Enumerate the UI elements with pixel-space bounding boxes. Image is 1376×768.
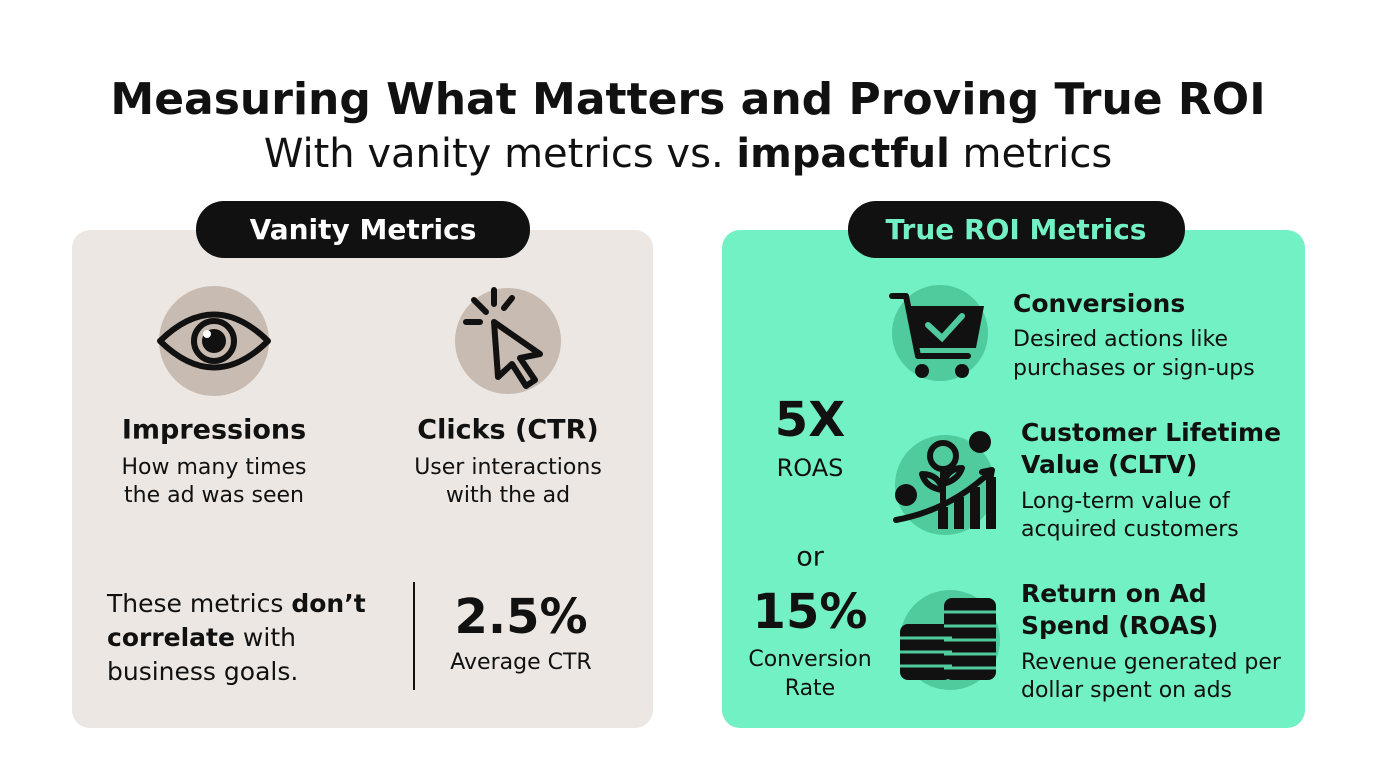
item-title: Clicks (CTR) [417, 415, 598, 446]
item-description: purchases or sign-ups [1013, 356, 1255, 381]
stat-label: ROAS [777, 454, 844, 482]
roi-panel [722, 230, 1305, 728]
item-title: Spend (ROAS) [1021, 611, 1218, 640]
stat-label: Rate [785, 676, 835, 701]
growth-icon [893, 431, 996, 529]
note: These metrics don’t [106, 589, 366, 618]
vanity-pill [196, 201, 530, 258]
note-emphasis: don’t [291, 589, 365, 618]
note-part: These metrics [106, 589, 283, 618]
coins-icon [900, 598, 996, 680]
item-title: Customer Lifetime [1021, 418, 1281, 447]
item-description: Revenue generated per [1021, 650, 1282, 675]
subtitle: With vanity metrics vs. impactful metric… [264, 131, 1112, 177]
item-title: Conversions [1013, 289, 1185, 318]
item-description: dollar spent on ads [1021, 678, 1232, 703]
separator: or [796, 542, 825, 573]
item-title: Return on Ad [1021, 579, 1207, 608]
cursor-icon-bg [455, 288, 561, 394]
cursor-icon [463, 287, 543, 389]
note-part: with [243, 623, 296, 652]
note-emphasis: correlate [107, 623, 235, 652]
stat-value: 2.5% [454, 589, 587, 645]
roi-pill [848, 201, 1185, 258]
subtitle-part: metrics [963, 131, 1113, 177]
note: business goals. [107, 657, 298, 686]
stat-label: Conversion [748, 647, 871, 672]
item-description: Long-term value of [1021, 489, 1231, 514]
item-description: How many times [121, 455, 306, 480]
subtitle-part: With vanity metrics vs. [264, 131, 724, 177]
subtitle-emphasis: impactful [736, 131, 949, 177]
item-description: acquired customers [1021, 517, 1239, 542]
stat-value: 15% [753, 584, 868, 640]
title: Measuring What Matters and Proving True … [110, 74, 1265, 125]
item-title: Value (CLTV) [1021, 450, 1197, 479]
item-description: User interactions [414, 455, 602, 480]
cart-icon [889, 293, 984, 378]
note: correlate with [107, 623, 296, 652]
item-description: the ad was seen [124, 483, 304, 508]
item-title: Impressions [122, 415, 306, 446]
eye-icon [157, 311, 271, 371]
item-description: with the ad [446, 483, 570, 508]
stat-value: 5X [775, 392, 845, 448]
stat-label: Average CTR [450, 650, 591, 675]
item-description: Desired actions like [1013, 327, 1228, 352]
roi-label: True ROI Metrics [886, 213, 1147, 246]
vanity-label: Vanity Metrics [250, 213, 477, 246]
